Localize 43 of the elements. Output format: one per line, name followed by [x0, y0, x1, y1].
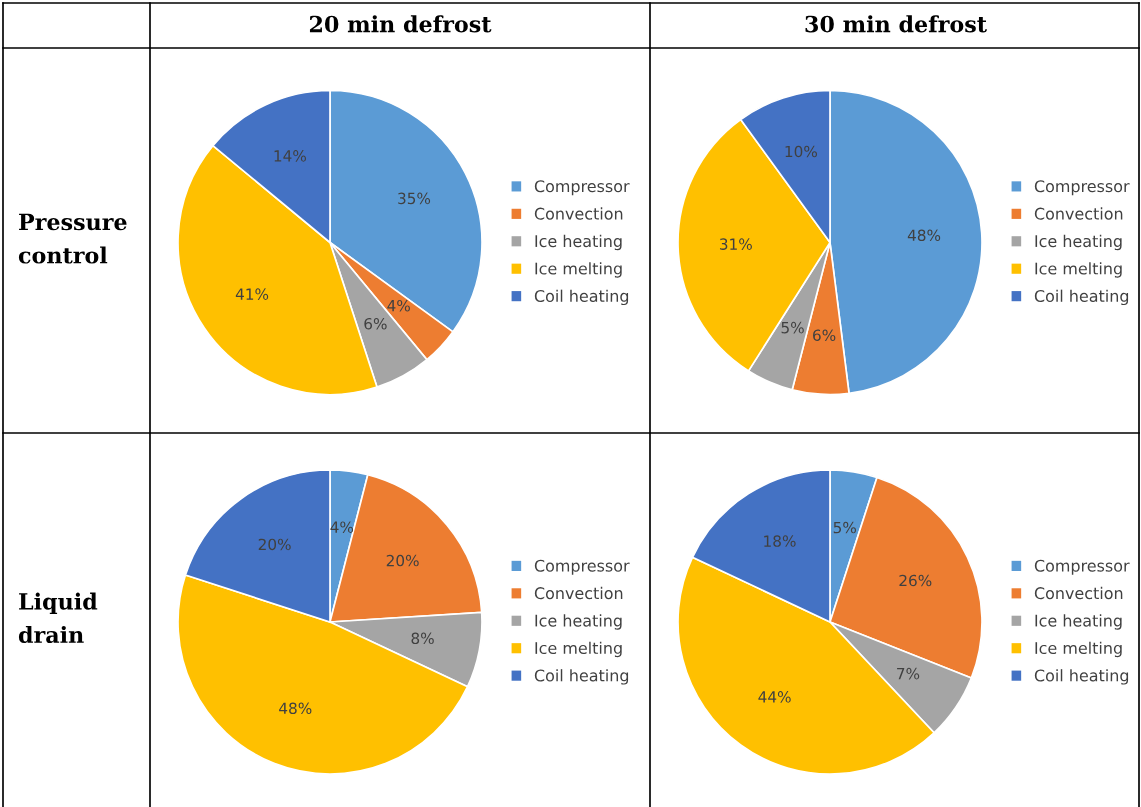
legend-label: Compressor	[534, 559, 630, 575]
data-label: 41%	[235, 288, 269, 300]
data-label: 5%	[781, 321, 804, 334]
data-label: 18%	[764, 535, 796, 547]
data-label: 31%	[719, 238, 752, 250]
data-label: 48%	[907, 229, 941, 242]
legend-label: Coil heating	[1034, 669, 1129, 685]
data-label: 26%	[899, 574, 932, 587]
text: Pressure control	[18, 213, 127, 264]
legend-label: Coil heating	[534, 289, 629, 306]
legend-label: Compressor	[534, 180, 630, 196]
legend-label: Ice melting	[1035, 641, 1122, 658]
legend-label: Ice heating	[535, 614, 622, 630]
data-label: 20%	[258, 538, 291, 551]
legend-label: Ice heating	[1035, 614, 1122, 630]
legend-label: Convection	[534, 207, 623, 220]
data-label: 44%	[758, 691, 791, 703]
legend-label: Ice melting	[1035, 262, 1122, 278]
legend-label: Compressor	[1034, 180, 1130, 196]
data-label: 6%	[813, 329, 836, 341]
legend-label: Ice heating	[1035, 234, 1122, 251]
legend-label: Coil heating	[534, 669, 629, 685]
legend-label: Ice heating	[535, 234, 622, 251]
data-label: 5%	[833, 521, 857, 534]
data-label: 6%	[364, 317, 387, 330]
chart-title: 30 min defrost	[805, 15, 987, 33]
legend-label: Coil heating	[1034, 289, 1129, 306]
legend-label: Ice melting	[535, 262, 622, 278]
data-label: 14%	[274, 150, 307, 162]
legend-label: Compressor	[1034, 559, 1130, 575]
text: Liquid drain	[18, 592, 98, 644]
legend-label: Convection	[534, 586, 623, 600]
legend-label: Convection	[1034, 586, 1123, 600]
data-label: 48%	[279, 702, 312, 715]
chart-title: 20 min defrost	[309, 15, 492, 33]
legend-label: Ice melting	[535, 641, 622, 658]
data-label: 35%	[398, 192, 431, 205]
legend-label: Convection	[1034, 207, 1123, 220]
data-label: 8%	[411, 632, 434, 645]
data-label: 7%	[897, 667, 920, 680]
data-label: 4%	[387, 299, 410, 312]
data-label: 10%	[785, 145, 818, 158]
data-label: 20%	[386, 554, 419, 567]
